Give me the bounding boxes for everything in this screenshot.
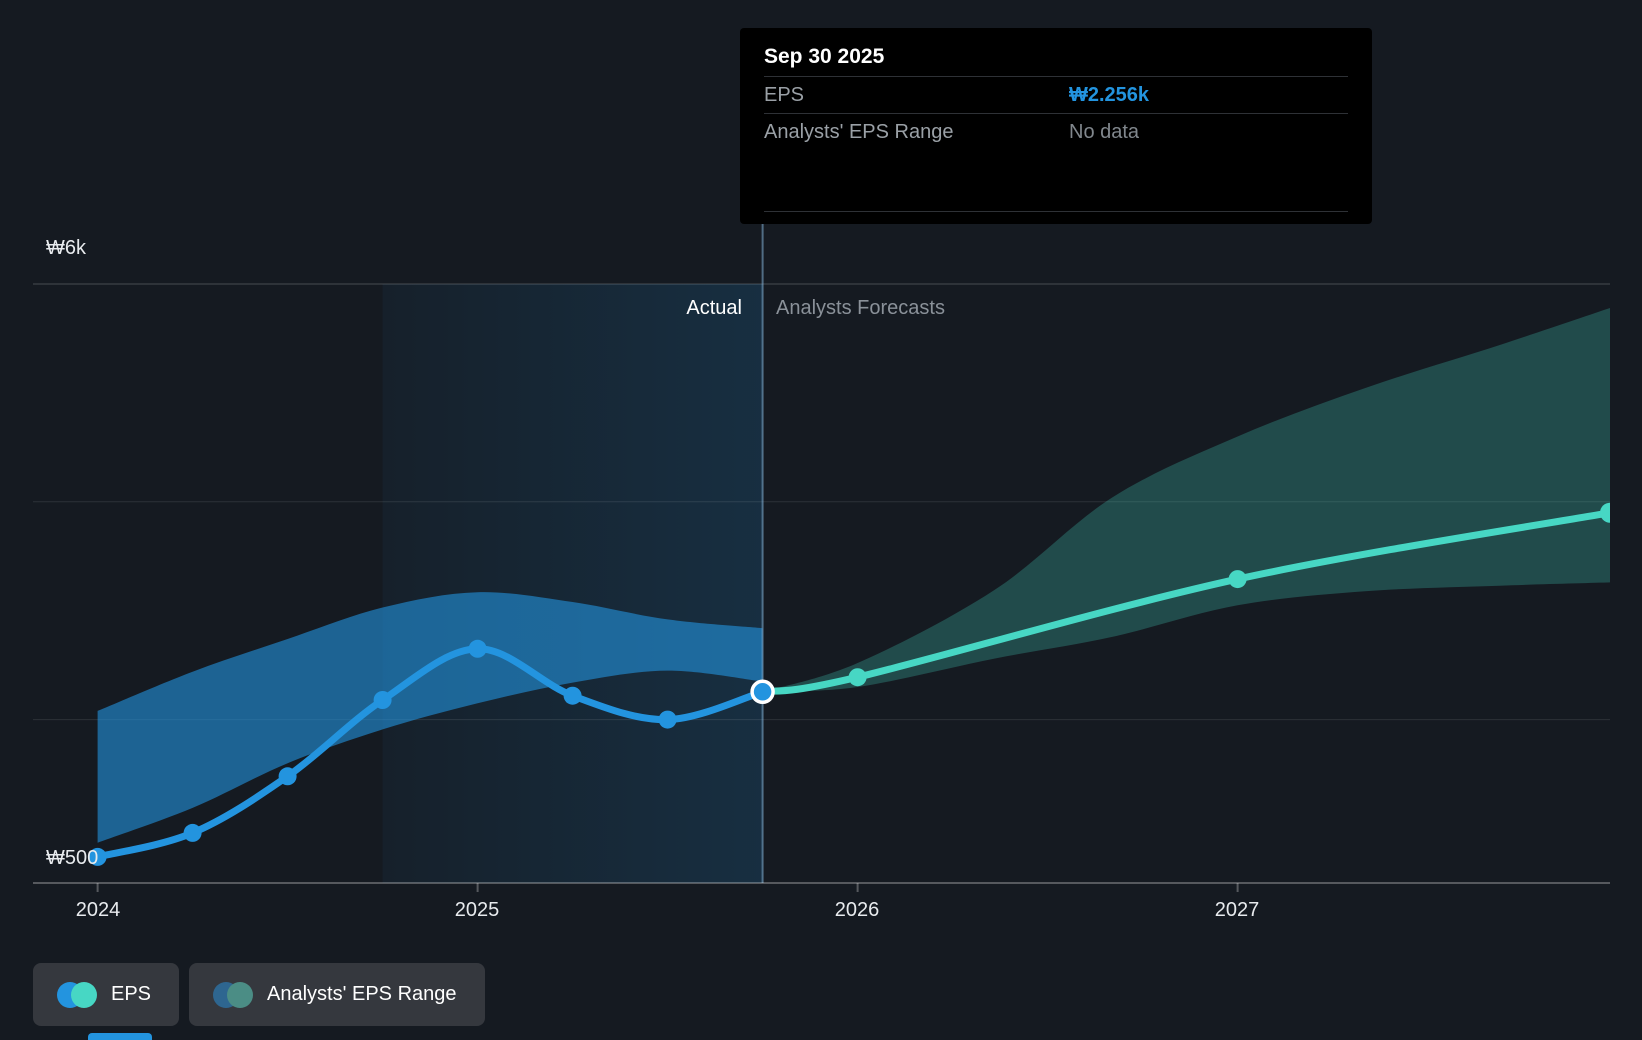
forecast-range-band bbox=[762, 308, 1610, 692]
tooltip-range-value: No data bbox=[1069, 120, 1140, 143]
data-point-Dec-2027[interactable] bbox=[1600, 502, 1620, 523]
tooltip-range-label: Analysts' EPS Range bbox=[764, 120, 954, 143]
chart-tooltip: Sep 30 2025 EPS ₩2.256k Analysts' EPS Ra… bbox=[740, 28, 1372, 224]
current-point-marker[interactable] bbox=[750, 679, 775, 705]
actual-section-label: Actual bbox=[686, 297, 742, 319]
x-axis-label-2024: 2024 bbox=[75, 899, 121, 921]
y-axis-label-6k: ₩6k bbox=[46, 237, 86, 259]
legend-analysts-range-label: Analysts' EPS Range bbox=[267, 983, 457, 1005]
actual-range-band bbox=[97, 592, 763, 843]
data-point-Jun-30-2025[interactable] bbox=[658, 710, 677, 729]
data-point-Dec-31-2023[interactable] bbox=[88, 847, 107, 866]
chart-legend: EPS Analysts' EPS Range bbox=[33, 963, 485, 1026]
partially-visible-element bbox=[88, 1033, 152, 1040]
forecast-eps-line bbox=[759, 509, 1610, 696]
x-axis-label-2026: 2026 bbox=[834, 899, 880, 921]
analysts-range-legend-icon bbox=[213, 981, 254, 1008]
y-axis-label-500: ₩500 bbox=[46, 847, 99, 869]
actual-period-highlight bbox=[382, 284, 763, 883]
data-point-Mar-31-2024[interactable] bbox=[183, 823, 202, 842]
x-axis-label-2025: 2025 bbox=[454, 899, 500, 921]
eps-legend-icon bbox=[57, 981, 97, 1008]
data-point-Dec-31-2026[interactable] bbox=[1228, 570, 1247, 589]
actual-eps-line bbox=[94, 645, 767, 861]
tooltip-divider bbox=[764, 211, 1348, 212]
x-axis-label-2027: 2027 bbox=[1214, 899, 1260, 921]
forecasts-section-label: Analysts Forecasts bbox=[776, 297, 945, 319]
data-point-Mar-31-2025[interactable] bbox=[563, 686, 582, 705]
tooltip-date: Sep 30 2025 bbox=[764, 38, 1348, 77]
tooltip-eps-label: EPS bbox=[764, 83, 805, 106]
tooltip-eps-value: ₩2.256k bbox=[1069, 83, 1150, 106]
data-point-Dec-31-2024[interactable] bbox=[468, 639, 487, 658]
legend-item-eps[interactable]: EPS bbox=[33, 963, 180, 1026]
legend-item-analysts-eps-range[interactable]: Analysts' EPS Range bbox=[189, 963, 485, 1026]
data-point-Dec-31-2025[interactable] bbox=[848, 668, 867, 687]
tooltip-row-range: Analysts' EPS Range No data bbox=[764, 114, 1348, 150]
data-point-Jun-30-2024[interactable] bbox=[278, 767, 297, 786]
tooltip-row-eps: EPS ₩2.256k bbox=[764, 77, 1348, 114]
legend-eps-label: EPS bbox=[111, 983, 152, 1005]
data-point-Sep-30-2024[interactable] bbox=[373, 691, 392, 709]
